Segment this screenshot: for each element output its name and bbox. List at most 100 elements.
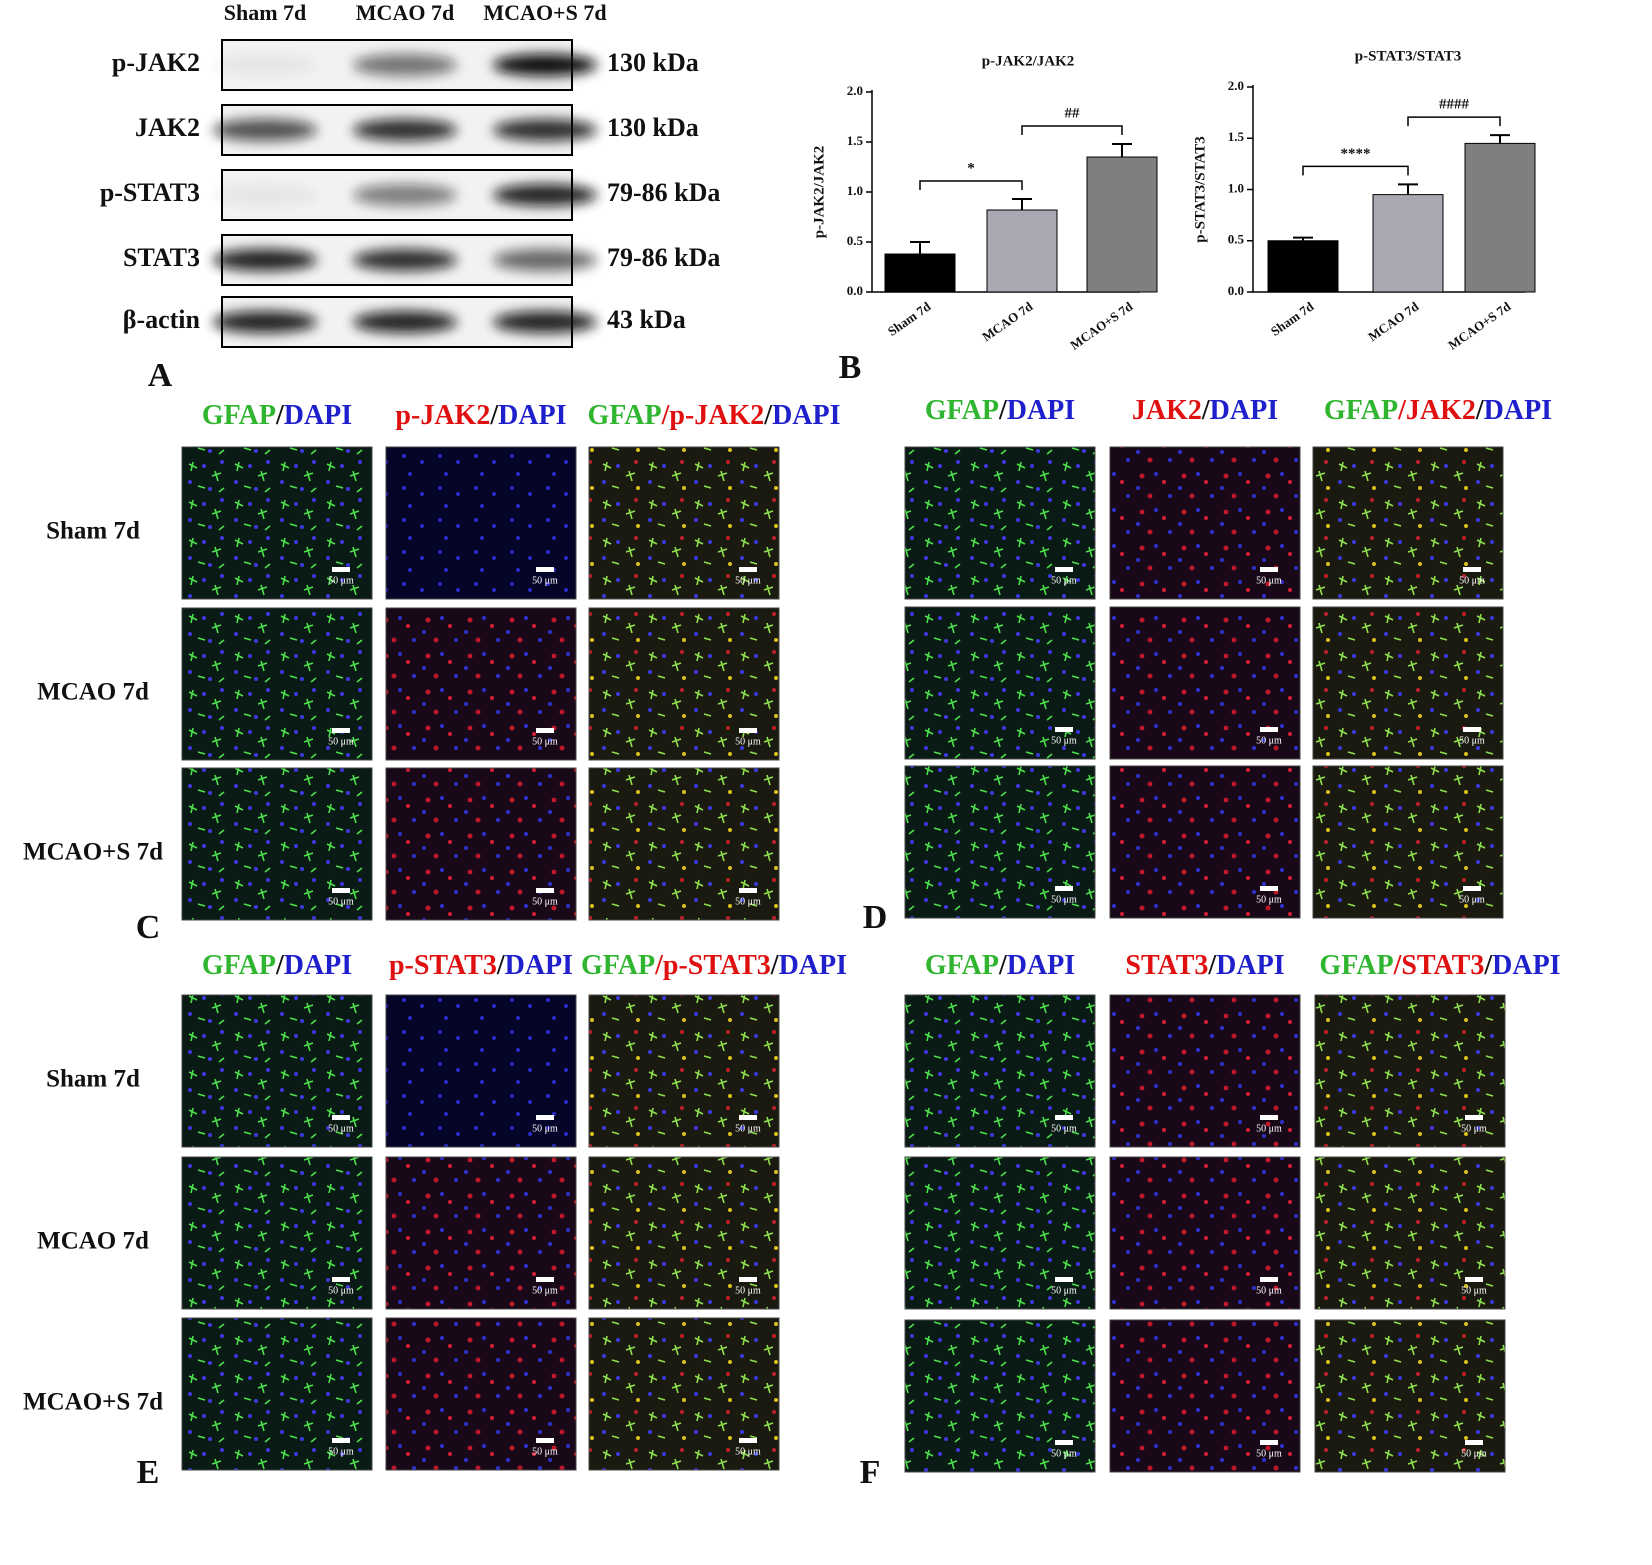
scale-bar-label: 50 μm: [532, 896, 558, 907]
header-part: DAPI: [284, 950, 352, 981]
panel-label: D: [863, 899, 888, 936]
scale-bar-label: 50 μm: [735, 736, 761, 747]
header-part: /STAT3: [1393, 950, 1485, 981]
scale-bar: [739, 728, 757, 733]
scale-bar: [1055, 886, 1073, 891]
scale-bar: [536, 1438, 554, 1443]
blot-band: [213, 119, 317, 141]
size-label: 43 kDa: [607, 305, 686, 334]
micrograph: [1109, 606, 1301, 760]
column-header: GFAP/p-JAK2/DAPI: [587, 400, 840, 431]
header-part: GFAP: [925, 395, 999, 426]
panel-label: B: [839, 349, 862, 386]
column-header: GFAP/JAK2/DAPI: [1324, 395, 1552, 426]
header-part: DAPI: [1007, 950, 1075, 981]
scale-bar: [739, 1438, 757, 1443]
significance-label: ****: [1341, 146, 1371, 162]
scale-bar: [1465, 1277, 1483, 1282]
micrograph: [588, 1317, 780, 1471]
blot-band: [493, 119, 597, 141]
micrograph: [904, 606, 1096, 760]
header-part: GFAP: [925, 950, 999, 981]
header-part: /: [1483, 950, 1493, 981]
micrograph: [1314, 994, 1506, 1148]
bar: [1086, 156, 1158, 293]
micrograph: [588, 994, 780, 1148]
y-axis-label: p-STAT3/STAT3: [1192, 136, 1208, 242]
scale-bar-label: 50 μm: [1051, 1285, 1077, 1296]
column-header: p-STAT3/DAPI: [389, 950, 573, 981]
row-label: MCAO 7d: [37, 1228, 149, 1255]
column-header: GFAP/DAPI: [925, 395, 1075, 426]
error-bar: [910, 241, 930, 254]
scale-bar-label: 50 μm: [1051, 1123, 1077, 1134]
x-tick-label: MCAO+S 7d: [1067, 298, 1136, 352]
scale-bar-label: 50 μm: [1459, 575, 1485, 586]
header-part: DAPI: [1216, 950, 1284, 981]
header-part: DAPI: [1007, 395, 1075, 426]
scale-bar-label: 50 μm: [1461, 1285, 1487, 1296]
micrograph: [1314, 1156, 1506, 1310]
scale-bar-label: 50 μm: [735, 575, 761, 586]
scale-bar-label: 50 μm: [328, 1285, 354, 1296]
column-header: GFAP/STAT3/DAPI: [1319, 950, 1560, 981]
micrograph: [1314, 1319, 1506, 1473]
y-tick-label: 2.0: [847, 83, 863, 98]
y-tick-label: 0.5: [1228, 232, 1245, 247]
scale-bar: [1463, 886, 1481, 891]
micrograph: [1109, 1156, 1301, 1310]
y-tick-label: 1.0: [1228, 180, 1244, 195]
header-part: /: [770, 950, 780, 981]
header-part: /: [496, 950, 506, 981]
micrograph: [1109, 1319, 1301, 1473]
scale-bar-label: 50 μm: [532, 1446, 558, 1457]
scale-bar: [332, 1115, 350, 1120]
significance-label: *: [967, 160, 975, 176]
scale-bar-label: 50 μm: [1256, 894, 1282, 905]
y-tick-label: 1.5: [1228, 129, 1245, 144]
column-header: GFAP/DAPI: [202, 400, 352, 431]
scale-bar: [739, 1115, 757, 1120]
scale-bar: [1055, 1115, 1073, 1120]
significance-label: ##: [1065, 105, 1081, 121]
micrograph: [385, 1156, 577, 1310]
error-bar: [1293, 236, 1313, 241]
lane-label: MCAO+S 7d: [483, 0, 606, 25]
header-part: /p-STAT3: [654, 950, 771, 981]
micrograph: [181, 607, 373, 761]
error-bar: [1398, 183, 1418, 195]
scale-bar: [739, 567, 757, 572]
significance-bracket: [1407, 116, 1501, 127]
scale-bar: [536, 567, 554, 572]
scale-bar-label: 50 μm: [1459, 735, 1485, 746]
header-part: p-JAK2: [395, 400, 490, 431]
blot-band: [213, 311, 317, 333]
y-tick-label: 1.5: [847, 133, 864, 148]
micrograph: [385, 767, 577, 921]
header-part: /: [763, 400, 773, 431]
micrograph: [385, 607, 577, 761]
scale-bar-label: 50 μm: [1256, 575, 1282, 586]
micrograph: [904, 765, 1096, 919]
error-bar: [1012, 198, 1032, 210]
scale-bar-label: 50 μm: [735, 1123, 761, 1134]
micrograph: [1312, 606, 1504, 760]
column-header: GFAP/DAPI: [202, 950, 352, 981]
scale-bar: [536, 728, 554, 733]
header-part: DAPI: [498, 400, 566, 431]
scale-bar: [536, 888, 554, 893]
header-part: DAPI: [779, 950, 847, 981]
header-part: /: [489, 400, 499, 431]
x-tick-label: Sham 7d: [885, 298, 934, 339]
scale-bar: [1260, 567, 1278, 572]
scale-bar: [1463, 567, 1481, 572]
header-part: STAT3: [1125, 950, 1208, 981]
blot-band: [353, 54, 457, 76]
panel-label: E: [137, 1454, 160, 1491]
y-tick-label: 1.0: [847, 183, 863, 198]
chart-title: p-STAT3/STAT3: [1355, 48, 1461, 64]
significance-bracket: [1021, 125, 1123, 135]
scale-bar: [739, 888, 757, 893]
blot-band: [353, 119, 457, 141]
